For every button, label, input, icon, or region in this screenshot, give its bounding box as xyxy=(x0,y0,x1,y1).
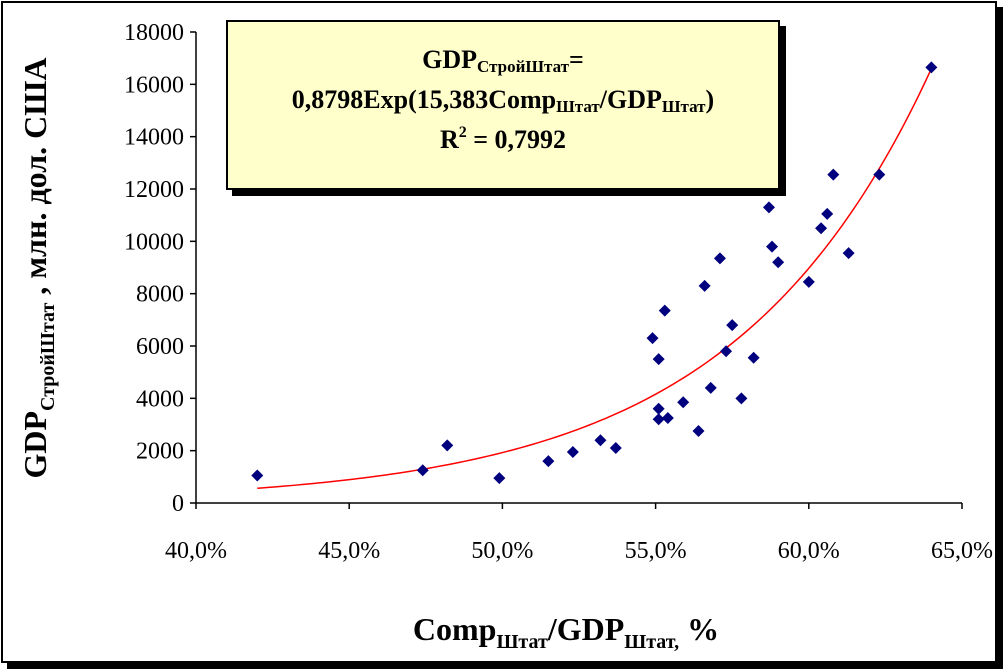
x-tick-label: 55,0% xyxy=(625,538,687,564)
data-point xyxy=(646,332,659,345)
data-point xyxy=(704,381,717,394)
exponential-trendline xyxy=(257,68,933,490)
data-point xyxy=(658,304,671,317)
data-point xyxy=(772,256,785,269)
data-point xyxy=(609,442,622,455)
data-point xyxy=(493,472,506,485)
y-tick-label: 14000 xyxy=(124,125,184,151)
x-tick-label: 60,0% xyxy=(778,538,840,564)
data-point xyxy=(542,455,555,468)
data-points xyxy=(251,61,938,485)
data-point xyxy=(873,168,886,181)
x-tick-label: 45,0% xyxy=(318,538,380,564)
y-tick-label: 4000 xyxy=(136,386,184,412)
x-tick-label: 40,0% xyxy=(165,538,227,564)
x-tick-label: 65,0% xyxy=(931,538,993,564)
trendline-group xyxy=(257,68,933,490)
r-squared-line: R2 = 0,7992 xyxy=(439,124,567,155)
tick-labels: 0 2000 4000 6000 8000 10000 12000 14000 16000 180… xyxy=(124,20,993,564)
y-tick-label: 10000 xyxy=(124,229,184,255)
data-point xyxy=(762,201,775,214)
data-point xyxy=(720,345,733,358)
data-point xyxy=(827,168,840,181)
y-tick-label: 0 xyxy=(172,491,184,517)
data-point xyxy=(821,207,834,220)
x-tick-label: 50,0% xyxy=(471,538,533,564)
data-point xyxy=(652,413,665,426)
data-point xyxy=(802,275,815,288)
data-point xyxy=(925,61,938,74)
data-point xyxy=(251,469,264,482)
data-point xyxy=(416,464,429,477)
data-point xyxy=(815,222,828,235)
data-point xyxy=(842,247,855,260)
data-point xyxy=(766,240,779,253)
y-tick-label: 8000 xyxy=(136,282,184,308)
y-tick-label: 2000 xyxy=(136,439,184,465)
data-point xyxy=(747,351,760,364)
data-point xyxy=(713,252,726,265)
data-point xyxy=(698,279,711,292)
data-point xyxy=(726,319,739,332)
y-tick-label: 18000 xyxy=(124,20,184,46)
equation-line-1: GDPСтройШтат= xyxy=(422,45,584,76)
y-tick-label: 16000 xyxy=(124,72,184,98)
frame-shadow-bottom xyxy=(7,663,1003,669)
data-point xyxy=(594,434,607,447)
axes xyxy=(190,31,963,509)
equation-line-2: 0,8798Exp(15,383CompШтат/GDPШтат) xyxy=(291,85,715,116)
data-point xyxy=(566,445,579,458)
y-tick-label: 12000 xyxy=(124,177,184,203)
frame-shadow-right xyxy=(997,7,1003,669)
data-point xyxy=(735,392,748,405)
data-point xyxy=(661,411,674,424)
x-axis-title: CompШтат/GDPШтат, % xyxy=(413,611,719,653)
regression-equation-box: GDPСтройШтат= 0,8798Exp(15,383CompШтат/G… xyxy=(226,20,780,190)
y-tick-label: 6000 xyxy=(136,334,184,360)
data-point xyxy=(692,425,705,438)
y-axis-title: GDPСтройШтат , млн. дол. США xyxy=(17,57,59,478)
data-point xyxy=(652,402,665,415)
data-point xyxy=(652,353,665,366)
data-point xyxy=(677,396,690,409)
data-point xyxy=(441,439,454,452)
